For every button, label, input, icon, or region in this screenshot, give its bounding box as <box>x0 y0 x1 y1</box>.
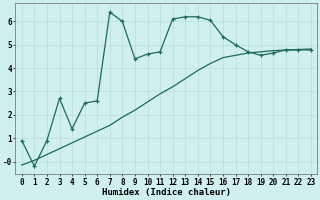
X-axis label: Humidex (Indice chaleur): Humidex (Indice chaleur) <box>102 188 231 197</box>
